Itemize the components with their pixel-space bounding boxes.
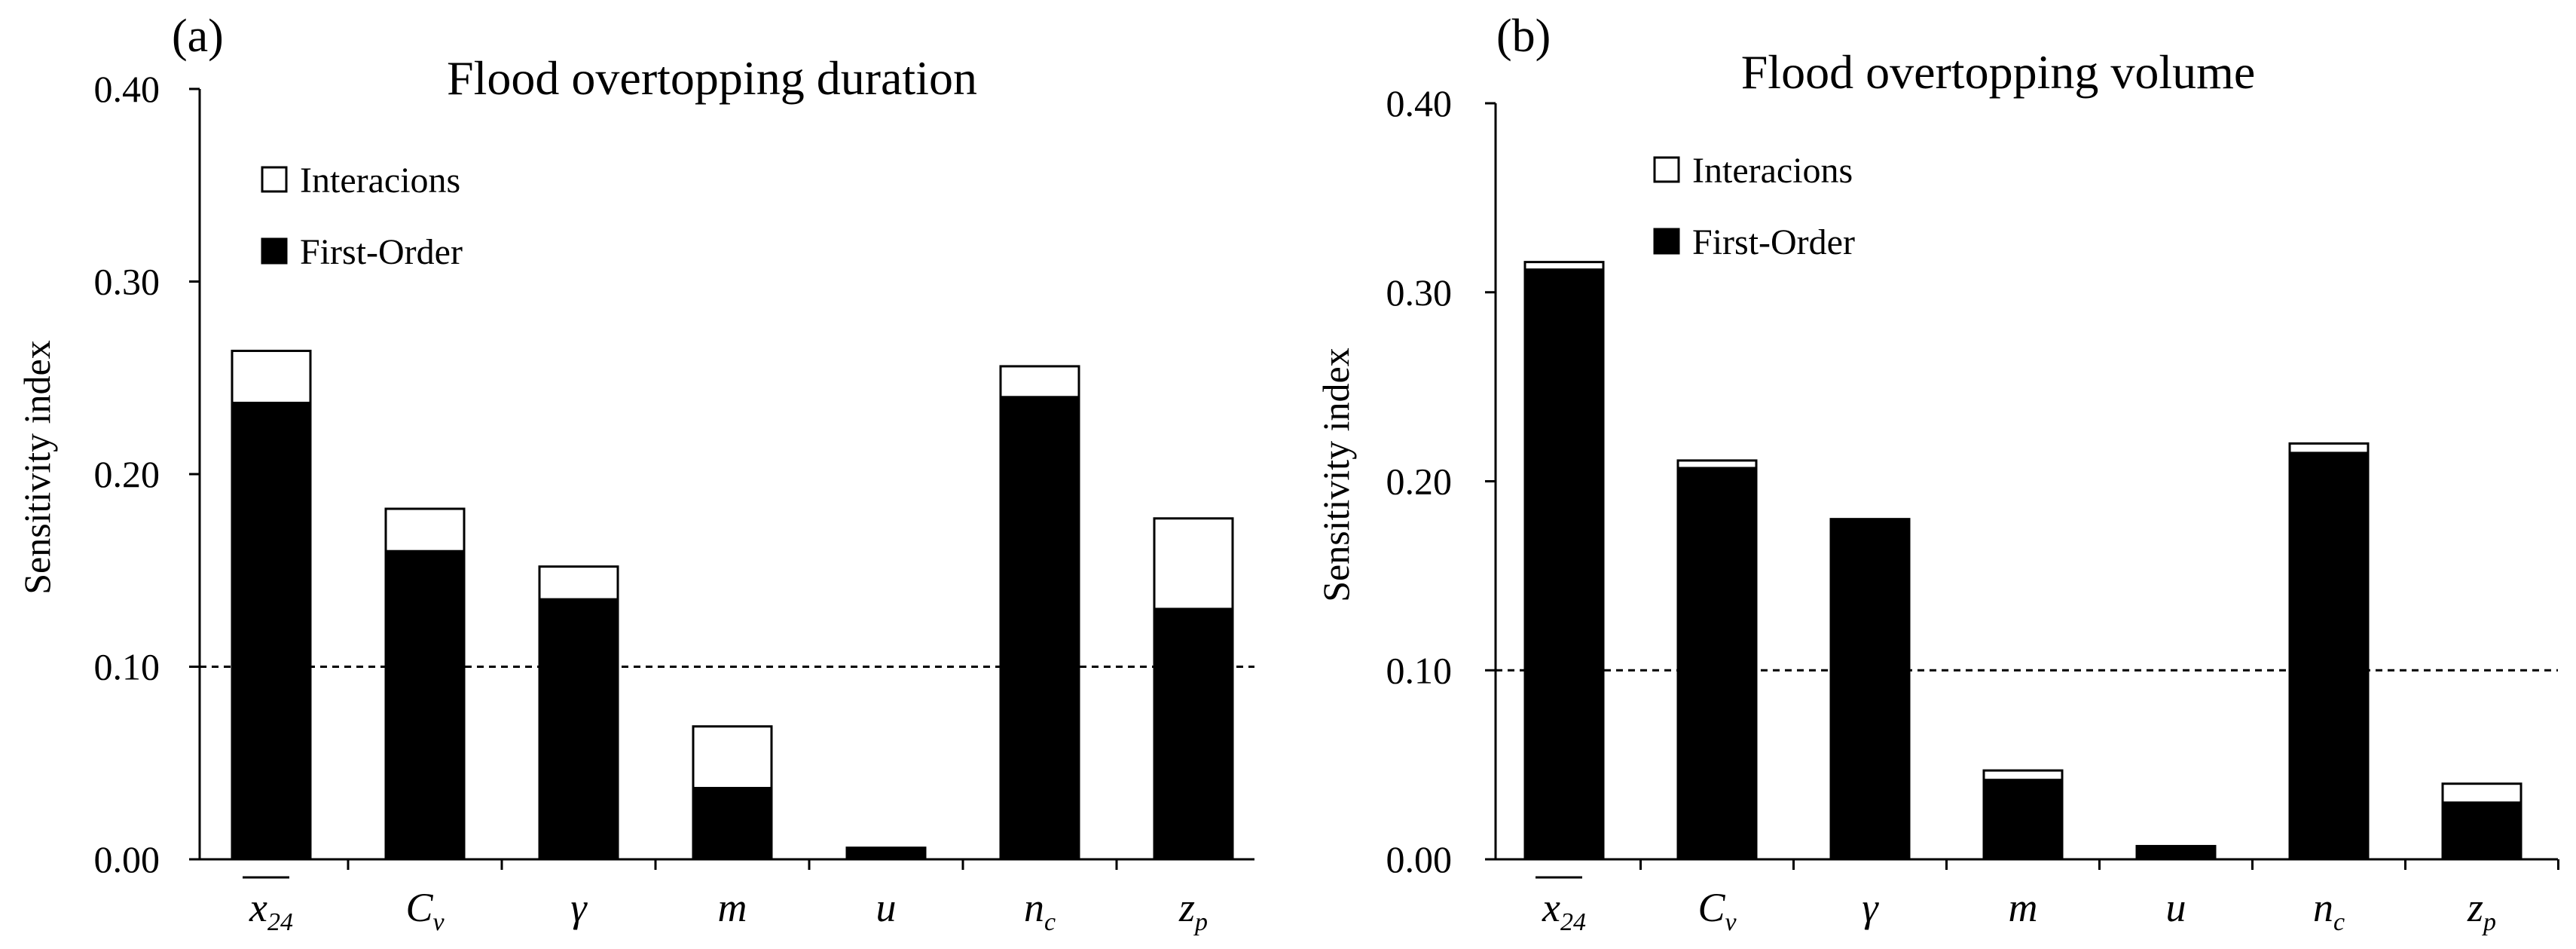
y-tick-label: 0.30: [1386, 271, 1453, 314]
y-tick-label: 0.20: [94, 453, 160, 495]
x-tick-label-base: x: [1542, 885, 1560, 930]
bar-first-order-6: [1153, 608, 1234, 861]
x-tick-label-base: n: [1024, 885, 1044, 930]
x-tick-label-subscript: v: [432, 908, 445, 936]
chart-title: Flood overtopping duration: [447, 51, 977, 105]
x-tick-label: m: [718, 885, 747, 930]
y-tick-label: 0.00: [94, 838, 160, 880]
x-tick-label: Cv: [1697, 885, 1737, 936]
legend-label: Interacions: [1692, 151, 1853, 191]
x-tick-label-subscript: 24: [267, 908, 293, 936]
x-tick-label: Cv: [405, 885, 445, 936]
x-tick-label: m: [2009, 885, 2038, 930]
x-tick-label-subscript: 24: [1560, 908, 1586, 936]
x-tick-label-subscript: c: [2333, 908, 2345, 936]
x-tick-label-subscript: c: [1044, 908, 1056, 936]
x-tick-label-subscript: p: [2482, 908, 2496, 936]
bar-interacions-5: [999, 365, 1080, 399]
bar-first-order-4: [845, 846, 927, 861]
bar-interacions-0: [231, 349, 312, 404]
y-tick-label: 0.30: [94, 261, 160, 303]
chart-panel-b: (b) Flood overtopping volume Sensitivity i…: [1315, 11, 2559, 936]
x-tick-label-subscript: p: [1193, 908, 1208, 936]
bar-interacions-6: [1153, 517, 1234, 611]
legend-label: First-Order: [300, 232, 463, 272]
x-tick-label: γ: [570, 885, 588, 930]
bar-first-order-0: [1523, 268, 1605, 861]
x-tick-label: zp: [1178, 885, 1208, 936]
bar-first-order-1: [1676, 467, 1758, 861]
x-tick-label-base: u: [2166, 885, 2186, 930]
bar-interacions-3: [692, 725, 773, 789]
chart-panel-a: (a) Flood overtopping duration Sensitivity…: [16, 11, 1254, 936]
x-tick-label-base: m: [718, 885, 747, 930]
panel-label: (a): [172, 11, 224, 62]
bar-interacions-6: [2441, 782, 2523, 804]
x-tick-label-base: n: [2313, 885, 2333, 930]
bar-first-order-1: [384, 550, 466, 861]
x-tick-label-base: m: [2009, 885, 2038, 930]
x-tick-label: nc: [1024, 885, 1056, 936]
bar-first-order-4: [2135, 844, 2217, 861]
x-tick-label: nc: [2313, 885, 2345, 936]
chart-title: Flood overtopping volume: [1741, 45, 2256, 99]
y-axis-label: Sensitivity index: [1315, 347, 1357, 602]
bar-first-order-3: [1982, 779, 2064, 861]
legend-swatch: [1653, 228, 1680, 255]
x-tick-label-base: C: [405, 885, 433, 930]
bar-interacions-1: [384, 507, 466, 553]
y-tick-label: 0.00: [1386, 838, 1453, 880]
x-tick-label: u: [2166, 885, 2186, 930]
x-tick-label: x24: [249, 885, 293, 936]
legend-label: First-Order: [1692, 222, 1855, 262]
panel-label: (b): [1496, 11, 1551, 62]
x-tick-label-base: x: [249, 885, 267, 930]
bar-first-order-2: [1829, 518, 1911, 861]
legend-swatch: [261, 166, 288, 193]
x-tick-label: u: [876, 885, 897, 930]
x-tick-label: zp: [2467, 885, 2496, 936]
legend-swatch: [261, 237, 288, 265]
bar-first-order-5: [2288, 452, 2370, 861]
bar-first-order-2: [538, 598, 619, 861]
x-tick-label-base: z: [2467, 885, 2483, 930]
x-tick-label-base: C: [1697, 885, 1725, 930]
x-tick-label: x24: [1542, 885, 1586, 936]
bar-interacions-3: [1982, 769, 2064, 782]
x-tick-label: γ: [1862, 885, 1879, 930]
x-tick-label-subscript: v: [1725, 908, 1737, 936]
legend: Interacions First-Order: [1653, 151, 1855, 262]
bar-first-order-5: [999, 396, 1080, 861]
x-tick-label-base: γ: [1862, 885, 1879, 930]
bar-interacions-5: [2288, 442, 2370, 455]
legend: Interacions First-Order: [261, 161, 463, 272]
legend-swatch: [1653, 156, 1680, 183]
bar-interacions-0: [1523, 261, 1605, 271]
y-tick-label: 0.10: [1386, 649, 1453, 691]
x-tick-label-base: u: [876, 885, 897, 930]
y-tick-label: 0.20: [1386, 461, 1453, 503]
x-tick-label-base: γ: [570, 885, 588, 930]
bar-interacions-1: [1676, 459, 1758, 470]
y-tick-label: 0.40: [94, 68, 160, 110]
bar-interacions-2: [538, 565, 619, 601]
bar-first-order-6: [2441, 801, 2523, 861]
bar-first-order-3: [692, 786, 773, 861]
y-tick-label: 0.10: [94, 646, 160, 688]
bar-first-order-0: [231, 401, 312, 861]
y-axis-label: Sensitivity index: [16, 340, 58, 595]
y-tick-label: 0.40: [1386, 82, 1453, 124]
x-tick-label-base: z: [1178, 885, 1195, 930]
legend-label: Interacions: [300, 161, 460, 201]
